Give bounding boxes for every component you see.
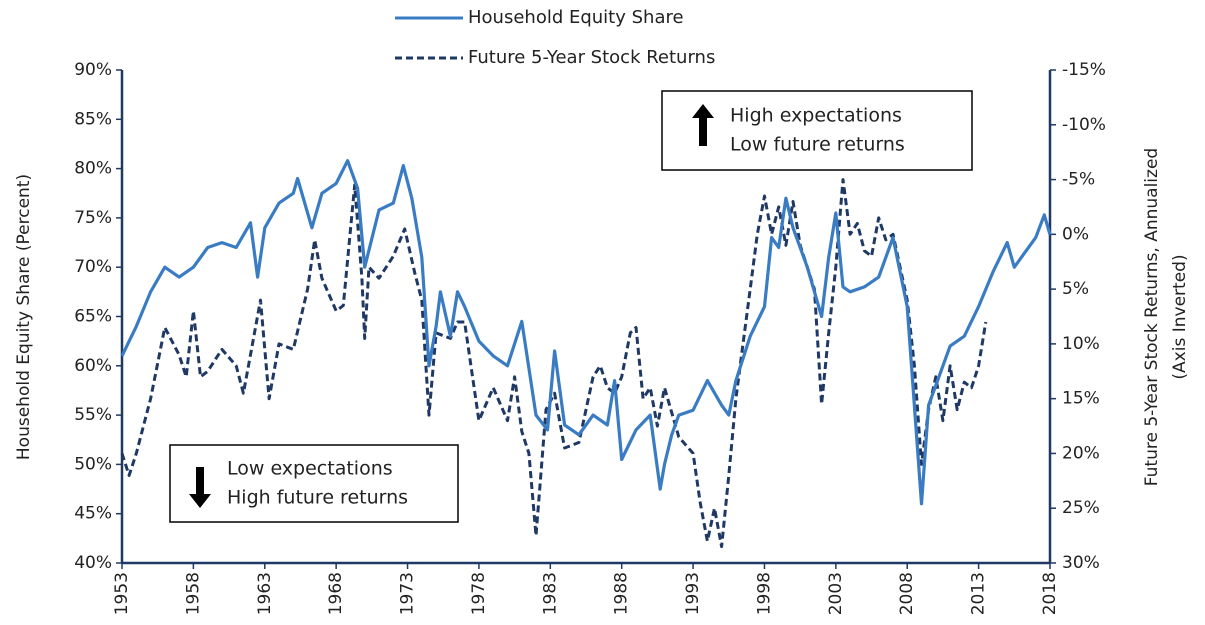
y-tick-label: 60% — [74, 356, 112, 376]
x-tick-label: 1988 — [612, 572, 632, 615]
x-tick-label: 2003 — [826, 572, 846, 615]
y-tick-label: 70% — [74, 257, 112, 277]
annotation-text: High expectations — [730, 105, 902, 127]
legend-label: Household Equity Share — [468, 7, 684, 28]
x-tick-label: 2008 — [897, 572, 917, 615]
y-tick-label: 80% — [74, 159, 112, 179]
y2-tick-label: 25% — [1062, 498, 1100, 518]
x-tick-label: 1978 — [469, 572, 489, 615]
up-arrow — [692, 104, 714, 146]
x-tick-label: 1973 — [398, 572, 418, 615]
legend-label: Future 5-Year Stock Returns — [468, 47, 715, 68]
y-tick-label: 45% — [74, 504, 112, 524]
y2-tick-label: 10% — [1062, 334, 1100, 354]
series-line — [120, 178, 988, 549]
down-arrow — [189, 467, 211, 508]
y2-tick-label: -10% — [1062, 115, 1106, 135]
annotation-box — [169, 444, 459, 523]
x-tick-label: 1968 — [326, 572, 346, 615]
y-tick-label: 75% — [74, 208, 112, 228]
x-tick-label: 2018 — [1040, 572, 1060, 615]
x-tick-label: 2013 — [969, 572, 989, 615]
y-tick-label: 85% — [74, 109, 112, 129]
x-tick-label: 1963 — [255, 572, 275, 615]
annotation-text: High future returns — [227, 487, 408, 509]
y2-tick-label: 30% — [1062, 553, 1100, 573]
y-tick-label: 65% — [74, 307, 112, 327]
y2-axis-label: Future 5-Year Stock Returns, Annualized — [1142, 148, 1162, 486]
y2-tick-label: -5% — [1062, 170, 1095, 190]
x-tick-label: 1953 — [112, 572, 132, 615]
x-tick-label: 1958 — [183, 572, 203, 615]
annotation-box — [661, 90, 973, 171]
x-tick-label: 1998 — [754, 572, 774, 615]
series-line — [120, 159, 1052, 506]
y2-tick-label: 0% — [1062, 224, 1089, 244]
y2-tick-label: 20% — [1062, 443, 1100, 463]
y2-axis-label: (Axis Inverted) — [1170, 254, 1190, 379]
x-tick-label: 1983 — [540, 572, 560, 615]
y-tick-label: 90% — [74, 60, 112, 80]
y2-tick-label: 15% — [1062, 389, 1100, 409]
y-tick-label: 55% — [74, 405, 112, 425]
y-tick-label: 40% — [74, 553, 112, 573]
y2-tick-label: 5% — [1062, 279, 1089, 299]
y2-tick-label: -15% — [1062, 60, 1106, 80]
y-axis-label: Household Equity Share (Percent) — [14, 174, 34, 460]
x-tick-label: 1993 — [683, 572, 703, 615]
annotation-text: Low expectations — [227, 458, 393, 480]
annotation-text: Low future returns — [730, 134, 905, 156]
y-tick-label: 50% — [74, 454, 112, 474]
